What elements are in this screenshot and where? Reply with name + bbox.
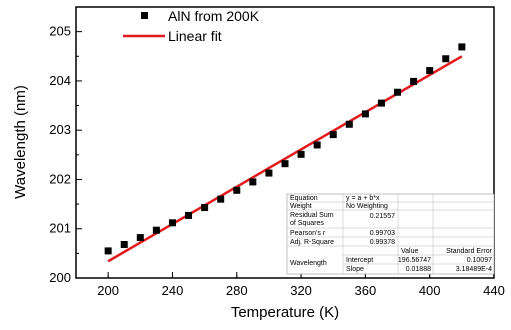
stats-stderr-header: Standard Error [446,248,493,255]
stats-adjr-value: 0.99378 [370,239,395,246]
data-point [136,234,144,242]
stats-weight-label: Weight [290,203,312,210]
x-tick-label: 320 [290,283,312,298]
stats-rss-label-line1: Residual Sum [290,212,334,219]
data-point [281,160,289,168]
stats-pearson-label: Pearson's r [290,230,326,237]
plot-area-border [75,6,495,279]
legend-label-fit: Linear fit [168,28,222,44]
stats-adjr-label: Adj. R-Square [290,239,334,246]
stats-weight-value: No Weighting [346,203,388,210]
stats-intercept-label: Intercept [346,257,373,264]
x-tick-label: 400 [419,283,441,298]
data-point [458,43,466,51]
stats-slope-label: Slope [346,266,364,273]
x-tick-label: 200 [97,283,119,298]
x-axis-title: Temperature (K) [231,304,339,321]
stats-intercept-value: 196.56747 [398,257,431,264]
x-tick-label: 280 [226,283,248,298]
data-point [201,204,209,212]
data-point [313,141,321,149]
x-tick-label: 240 [162,283,184,298]
data-point [394,88,402,96]
y-tick-label: 204 [49,73,71,88]
data-point [265,169,273,177]
stats-value-header: Value [401,248,418,255]
y-tick-label: 203 [49,122,71,137]
data-point [442,55,450,63]
data-points-layer [104,43,466,255]
data-point [152,226,160,234]
y-axis-title: Wavelength (nm) [12,85,29,199]
stats-rss-value: 0.21557 [370,213,395,220]
data-point [377,99,385,107]
y-tick-label: 200 [49,270,71,285]
stats-intercept-error: 0.10097 [467,257,492,264]
data-point [233,186,241,194]
y-tick-label: 205 [49,24,71,39]
data-point [329,131,337,139]
data-point [361,110,369,118]
stats-equation-value: y = a + b*x [346,195,380,202]
y-tick-label: 202 [49,171,71,186]
y-tick-label: 201 [49,221,71,236]
stats-pearson-value: 0.99703 [370,230,395,237]
stats-table-background [286,193,495,275]
data-point [426,67,434,75]
legend: AlN from 200K Linear fit [123,8,260,44]
plot-frame [75,6,495,279]
x-axis: 200 240 280 320 360 400 440 [97,272,505,298]
data-point [297,150,305,158]
data-point [249,178,257,186]
legend-marker-square [141,12,148,19]
data-point [104,247,112,255]
data-point [120,240,128,248]
data-point [168,219,176,227]
linear-fit-line [107,55,463,263]
y-axis: 200 201 202 203 204 205 [49,24,82,285]
stats-slope-value: 0.01888 [406,266,431,273]
data-point [217,195,225,203]
fit-statistics-table: Equation y = a + b*x Weight No Weighting… [286,193,495,275]
stats-table-gridlines [287,194,494,274]
data-point [410,77,418,85]
x-tick-label: 360 [355,283,377,298]
data-point [345,120,353,128]
legend-label-scatter: AlN from 200K [168,8,260,24]
stats-rss-label-line2: of Squares [290,220,324,227]
stats-equation-label: Equation [290,195,318,202]
stats-row-label: Wavelength [290,260,327,267]
data-point [185,211,193,219]
fit-line-layer [107,55,463,263]
x-tick-label: 440 [483,283,505,298]
stats-slope-error: 3.18489E-4 [456,266,492,273]
